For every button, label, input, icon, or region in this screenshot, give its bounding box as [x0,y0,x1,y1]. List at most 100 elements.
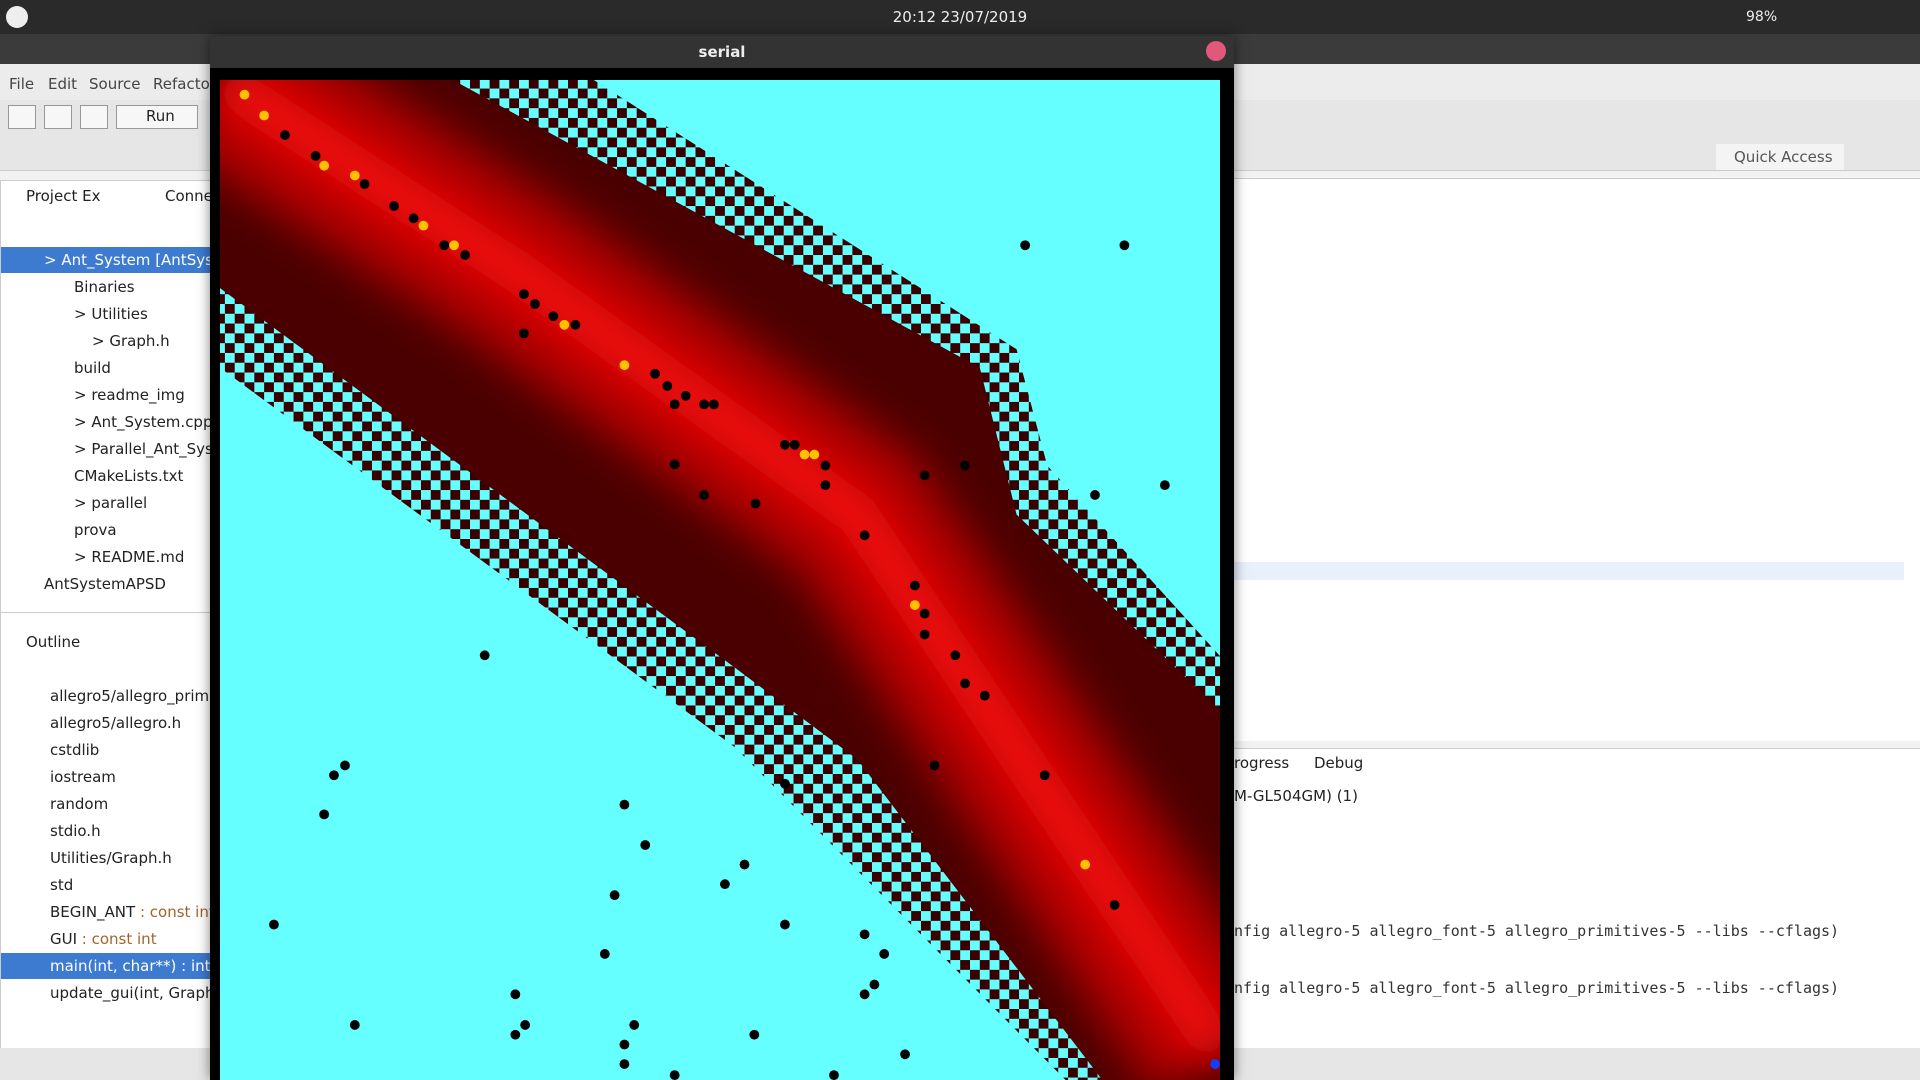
ant [662,381,673,391]
ant [1039,770,1050,781]
menu-item[interactable]: Source [89,75,141,93]
ant [720,879,730,890]
run-button[interactable] [116,105,198,129]
ant [629,1020,640,1030]
ant [789,439,800,450]
tree-item[interactable]: > readme_img [74,386,185,404]
panel-tab[interactable]: Project Ex [26,187,101,205]
ant [319,809,330,820]
outline-item[interactable]: allegro5/allegro.h [50,714,182,732]
ant [979,690,990,701]
system-menu-icon[interactable] [6,6,28,28]
ant [359,179,370,189]
stop-button[interactable] [80,105,108,129]
ant [829,1070,839,1080]
ant [599,949,610,959]
ant [879,949,890,959]
ant [960,678,970,689]
ant [780,919,790,930]
console-area [1234,748,1920,1049]
debug-button[interactable] [44,105,72,129]
ant [340,760,350,771]
close-button[interactable] [1206,41,1226,61]
selection [1,247,211,273]
quick-access-box[interactable] [1716,144,1844,171]
outline-item[interactable]: Utilities/Graph.h [50,849,172,867]
outline-item[interactable]: main(int, char**) : int [50,957,211,975]
pheromone-view [220,80,1220,1080]
clock: 20:12 23/07/2019 [892,8,1028,26]
ant [699,490,709,500]
ant [519,289,529,300]
outline-item[interactable]: GUI : const int [50,930,157,948]
ant-carrying [909,600,920,610]
menu-item[interactable]: Edit [48,75,78,93]
ant [310,150,321,161]
ant [919,608,930,619]
ant [1109,900,1120,910]
ant [519,328,529,339]
outline-item[interactable]: allegro5/allegro_primit [50,687,220,705]
ant-carrying [619,360,630,371]
console-tab[interactable]: Debug [1314,754,1364,772]
outline-item[interactable]: random [50,795,109,813]
ant [548,311,559,322]
editor-area [1234,178,1920,741]
outline-type: : const int [135,903,215,921]
quick-access[interactable]: Quick Access [1734,148,1833,166]
ant [1090,490,1100,500]
ant [820,480,831,491]
ant [510,989,521,1000]
outline-title[interactable]: Outline [26,633,81,651]
tree-item[interactable]: > parallel [74,494,148,512]
selection [1,953,211,979]
ant [950,650,961,661]
panel-tab[interactable]: Conne [165,187,213,205]
outline-item[interactable]: update_gui(int, Graph* [50,984,223,1002]
outline-item[interactable]: stdio.h [50,822,101,840]
ant [708,399,719,410]
ant [739,859,750,870]
ant [780,778,790,789]
tree-item[interactable]: CMakeLists.txt [74,467,184,485]
ant [669,399,680,410]
outline-item[interactable]: iostream [50,768,116,786]
tree-item[interactable]: > README.md [74,548,185,566]
tree-item[interactable]: > Parallel_Ant_System [74,440,243,458]
ant [460,250,470,260]
tree-item[interactable]: > Ant_System [AntSysten [44,251,238,269]
tree-item[interactable]: > Utilities [74,305,148,323]
ant [1119,240,1130,251]
ant-carrying [559,319,570,330]
outline-item[interactable]: BEGIN_ANT : const int [50,903,215,921]
ant-carrying [1080,859,1091,870]
ant-carrying [349,170,360,181]
ant [680,390,691,401]
tree-item[interactable]: AntSystemAPSD [44,575,166,593]
tree-item[interactable]: build [74,359,111,377]
ant [1159,480,1170,491]
outline-item[interactable]: std [50,876,74,894]
console-tab[interactable]: rogress [1234,754,1290,772]
build-button[interactable] [8,105,36,129]
menu-item[interactable]: File [9,75,35,93]
ant [919,470,930,481]
console-line: nfig allegro-5 allegro_font-5 allegro_pr… [1234,979,1840,997]
tree-item[interactable]: prova [74,521,117,539]
ant-carrying [259,110,270,121]
outline-item[interactable]: cstdlib [50,741,100,759]
tree-item[interactable]: Binaries [74,278,135,296]
ant-carrying [418,220,429,231]
ant [640,840,651,850]
run-label[interactable]: Run [146,107,175,125]
ant [669,1070,680,1080]
tree-item[interactable]: > Ant_System.cpp [74,413,213,431]
console-session[interactable]: M-GL504GM) (1) [1234,787,1358,805]
ant [619,1039,630,1050]
tree-item[interactable]: > Graph.h [92,332,170,350]
outline-type: : const int [77,930,157,948]
ant [530,299,540,309]
menu-item[interactable]: Refactor [153,75,216,93]
ant-carrying [319,160,330,171]
